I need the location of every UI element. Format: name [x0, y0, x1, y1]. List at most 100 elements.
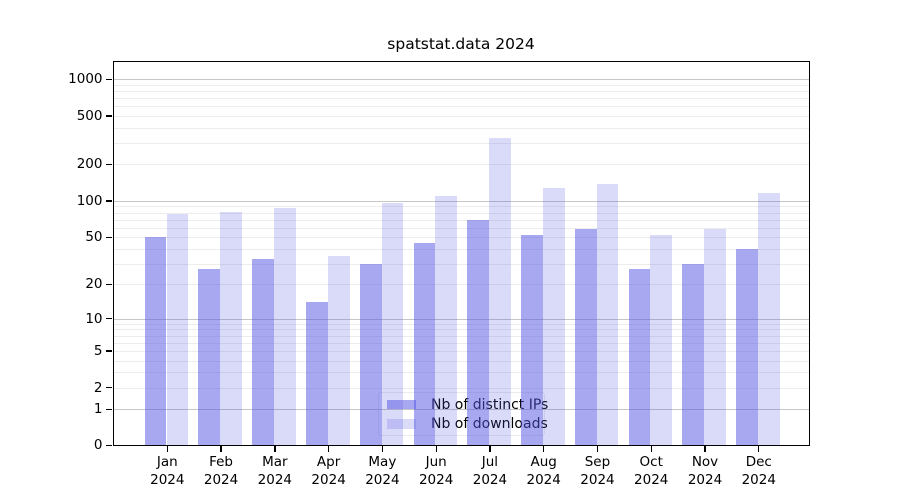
- x-tick-mark: [381, 446, 384, 452]
- y-tick-mark: [106, 78, 112, 80]
- bar-downloads-jan: [166, 213, 189, 446]
- x-tick-label: Jan 2024: [150, 454, 185, 488]
- bar-distinct-ips-feb: [198, 269, 221, 446]
- bar-distinct-ips-dec: [736, 248, 758, 446]
- y-tick-mark: [106, 444, 112, 446]
- y-tick-mark: [106, 163, 112, 166]
- gridline-minor: [112, 284, 810, 286]
- y-tick-label: 200: [76, 156, 103, 173]
- gridline-minor: [112, 237, 810, 239]
- y-tick-mark: [106, 200, 112, 202]
- bar-downloads-oct: [650, 235, 673, 446]
- gridline-major: [112, 200, 810, 202]
- y-tick-mark: [106, 115, 112, 117]
- y-tick-mark: [106, 387, 112, 389]
- y-tick-label: 50: [85, 229, 103, 246]
- gridline-minor: [112, 127, 810, 129]
- gridline-minor: [112, 387, 810, 389]
- y-tick-mark: [106, 318, 112, 320]
- gridline-minor: [112, 350, 810, 352]
- bar-distinct-ips-oct: [628, 269, 651, 446]
- bar-downloads-sep: [596, 184, 619, 446]
- gridline-minor: [112, 342, 810, 344]
- bar-downloads-may: [381, 203, 404, 446]
- x-tick-label: Nov 2024: [687, 454, 723, 488]
- bar-distinct-ips-jul: [467, 219, 490, 446]
- bar-downloads-aug: [542, 187, 565, 446]
- chart-title: spatstat.data 2024: [387, 35, 535, 53]
- y-tick-label: 500: [76, 107, 103, 124]
- x-tick-label: Mar 2024: [257, 454, 293, 488]
- gridline-major: [112, 409, 810, 411]
- y-tick-label: 20: [85, 276, 103, 293]
- bar-downloads-nov: [704, 228, 726, 446]
- x-tick-label: May 2024: [365, 454, 400, 488]
- x-tick-mark: [543, 446, 545, 452]
- gridline-minor: [112, 106, 810, 108]
- bar-downloads-jun: [435, 196, 458, 446]
- gridline-minor: [112, 372, 810, 374]
- legend-item-downloads: Nb of downloads: [379, 416, 548, 432]
- x-tick-label: Oct 2024: [634, 454, 669, 488]
- gridline-minor: [112, 335, 810, 337]
- y-tick-label: 0: [93, 437, 103, 453]
- gridline-minor: [112, 323, 810, 325]
- gridline-minor: [112, 142, 810, 144]
- legend-swatch-downloads: [387, 418, 416, 429]
- legend-label-downloads: Nb of downloads: [431, 415, 548, 432]
- gridline-minor: [112, 84, 810, 86]
- x-tick-label: Sep 2024: [580, 454, 615, 488]
- x-tick-mark: [328, 446, 330, 452]
- x-tick-label: Dec 2024: [741, 454, 776, 488]
- y-tick-label: 5: [93, 342, 103, 359]
- bar-downloads-feb: [220, 212, 243, 446]
- bar-distinct-ips-mar: [252, 258, 275, 446]
- x-tick-mark: [274, 446, 276, 452]
- y-tick-label: 2: [93, 379, 103, 396]
- gridline-minor: [112, 206, 810, 208]
- legend-item-distinct-ips: Nb of distinct IPs: [379, 397, 548, 413]
- gridline-major: [112, 79, 810, 81]
- bar-distinct-ips-jun: [413, 242, 436, 446]
- y-tick-mark: [106, 283, 112, 286]
- x-tick-mark: [166, 446, 168, 452]
- y-tick-mark: [106, 350, 112, 352]
- bar-distinct-ips-may: [359, 263, 382, 446]
- y-tick-label: 10: [85, 310, 103, 327]
- bar-downloads-jul: [489, 137, 511, 446]
- bar-distinct-ips-nov: [682, 263, 705, 446]
- legend-label-distinct-ips: Nb of distinct IPs: [431, 396, 549, 413]
- gridline-minor: [112, 248, 810, 250]
- x-tick-mark: [435, 446, 437, 452]
- legend: Nb of distinct IPs Nb of downloads: [378, 392, 548, 436]
- gridline-minor: [112, 212, 810, 214]
- x-tick-label: Apr 2024: [311, 454, 346, 488]
- y-tick-label: 100: [76, 192, 103, 209]
- y-tick-label: 1000: [68, 71, 103, 88]
- bar-downloads-mar: [274, 208, 296, 446]
- gridline-minor: [112, 227, 810, 229]
- gridline-minor: [112, 115, 810, 117]
- x-tick-label: Jul 2024: [472, 454, 508, 488]
- bar-distinct-ips-sep: [574, 229, 597, 446]
- x-tick-label: Jun 2024: [418, 454, 454, 488]
- gridline-minor: [112, 263, 810, 265]
- bar-distinct-ips-apr: [306, 302, 328, 446]
- gridline-minor: [112, 329, 810, 331]
- x-tick-label: Feb 2024: [203, 454, 239, 488]
- x-tick-mark: [220, 446, 222, 452]
- x-tick-mark: [489, 446, 491, 452]
- y-tick-mark: [106, 236, 112, 239]
- y-tick-label: 1: [93, 401, 103, 418]
- gridline-minor: [112, 90, 810, 92]
- plot-frame: [112, 61, 810, 446]
- y-tick-mark: [106, 408, 112, 410]
- gridline-minor: [112, 360, 810, 362]
- gridline-minor: [112, 98, 810, 100]
- legend-swatch-distinct-ips: [387, 399, 416, 410]
- bar-distinct-ips-jan: [144, 237, 167, 446]
- bar-downloads-dec: [757, 193, 780, 446]
- gridline-minor: [112, 219, 810, 221]
- x-tick-label: Aug 2024: [526, 454, 561, 488]
